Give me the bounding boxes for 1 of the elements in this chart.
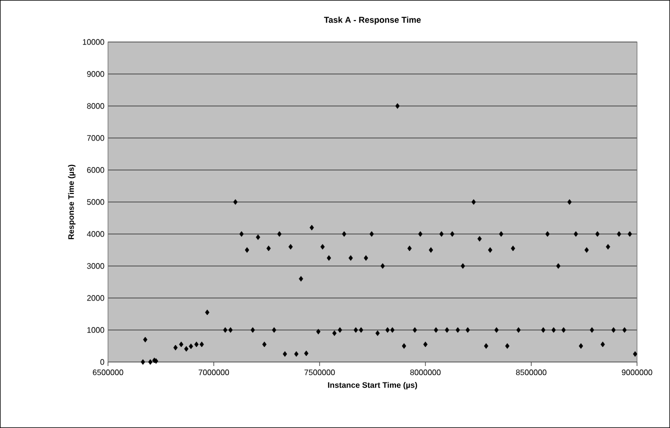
chart-title: Task A - Response Time xyxy=(324,16,421,24)
